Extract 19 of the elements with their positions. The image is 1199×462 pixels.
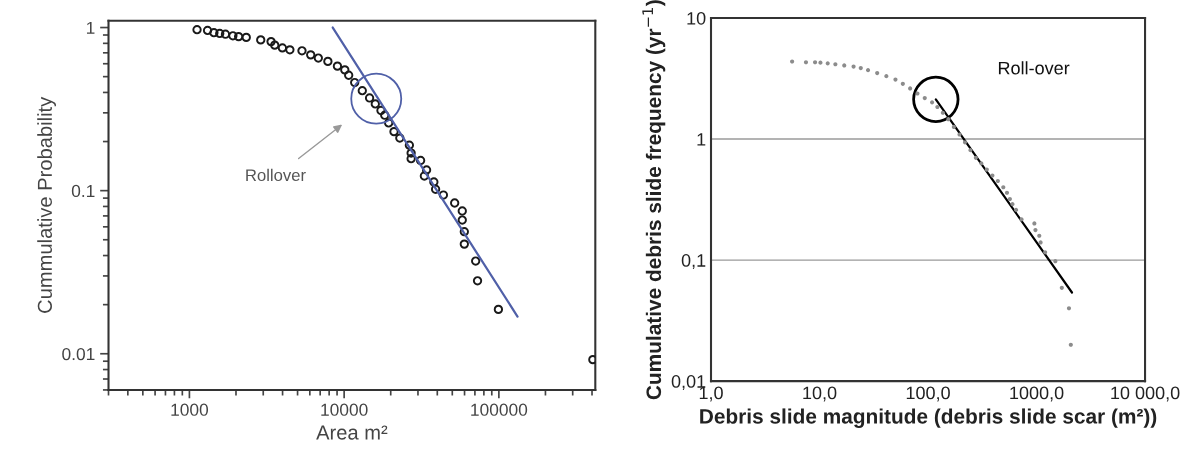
x-axis-title: Debris slide magnitude (debris slide scar (m²)) bbox=[700, 408, 1157, 428]
x-tick-label: 1000 bbox=[171, 403, 209, 416]
y-tick-label: 0.1 bbox=[71, 184, 95, 198]
y-axis-title: Cummulative Probability bbox=[37, 96, 56, 313]
annotation: Roll-over bbox=[998, 61, 1070, 75]
y-tick-label: 0,1 bbox=[681, 254, 706, 269]
y-tick-label: 1 bbox=[86, 21, 95, 34]
annotation: Rollover bbox=[246, 168, 306, 182]
y-tick-label: 0.01 bbox=[62, 347, 95, 361]
y-tick-label: 1 bbox=[697, 133, 706, 146]
x-axis-title: Area m² bbox=[316, 425, 388, 440]
x-tick-label: 10000 bbox=[321, 403, 368, 416]
x-tick-label: 100,0 bbox=[906, 386, 950, 402]
y-tick-label: 10 bbox=[687, 11, 706, 25]
y-axis-title: Cumulative debris slide frequency (yr$^{−1}$) bbox=[642, 0, 666, 400]
x-tick-label: 1000,0 bbox=[1010, 386, 1064, 402]
x-tick-label: 100000 bbox=[471, 403, 528, 416]
x-tick-label: 10 000,0 bbox=[1111, 386, 1180, 402]
x-tick-label: 10,0 bbox=[803, 386, 837, 402]
